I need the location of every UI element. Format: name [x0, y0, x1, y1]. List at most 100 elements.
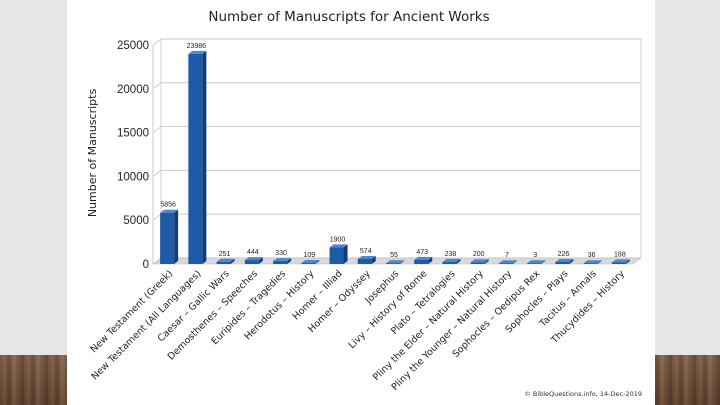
bar: [386, 260, 404, 264]
x-tick-label: New Testament (All Languages): [89, 268, 203, 382]
data-label: 200: [473, 251, 485, 258]
bar-top: [611, 259, 630, 263]
gridline: [152, 213, 641, 221]
bar-top: [527, 260, 546, 264]
data-label: 3: [533, 252, 537, 259]
bar-front: [386, 263, 400, 264]
x-tick-label: Homer – Illiad: [291, 268, 345, 322]
bar: [273, 258, 292, 264]
copyright-annotation: © BibleQuestions.info, 14-Dec-2019: [524, 390, 642, 398]
bar: [470, 259, 489, 264]
data-label: 188: [614, 251, 626, 258]
bar-front: [160, 212, 175, 264]
y-tick-label: 0: [143, 259, 149, 271]
data-label: 473: [416, 249, 428, 256]
bar-front: [188, 53, 203, 264]
data-label: 5856: [160, 202, 176, 209]
bar-side: [512, 260, 517, 264]
bar-side: [625, 259, 630, 264]
bar-top: [357, 255, 376, 259]
bar-front: [301, 263, 316, 264]
data-label: 226: [558, 251, 570, 258]
bar-side: [428, 256, 433, 264]
bar-top: [442, 258, 461, 262]
bar-top: [273, 258, 292, 262]
bar-front: [470, 262, 485, 264]
data-label: 7: [505, 252, 509, 259]
bar: [611, 259, 630, 264]
data-label: 574: [360, 248, 372, 255]
bar-side: [343, 244, 348, 264]
bar: [527, 260, 546, 264]
y-tick-label: 20000: [117, 84, 149, 96]
y-tick-label: 10000: [117, 171, 149, 183]
bar-side: [456, 258, 461, 264]
gridline: [152, 38, 641, 46]
bar: [188, 50, 207, 264]
bar-side: [315, 260, 320, 264]
y-tick-label: 25000: [117, 40, 149, 52]
slide-panel: [67, 0, 655, 405]
bar-top: [244, 257, 263, 261]
bar-front: [414, 259, 429, 264]
bar-top: [498, 260, 517, 264]
bar: [442, 258, 461, 264]
bar: [357, 255, 376, 264]
bar-side: [484, 259, 489, 264]
bar-top: [301, 260, 320, 264]
bar: [414, 256, 433, 264]
bar-front: [498, 263, 513, 264]
data-label: 330: [275, 250, 287, 257]
bar-side: [202, 50, 207, 264]
bar-top: [188, 50, 207, 54]
bar-front: [357, 258, 372, 264]
bar: [301, 260, 320, 264]
bar-top: [216, 258, 235, 262]
bar-side: [230, 258, 235, 264]
bar-side: [597, 260, 602, 264]
bar-top: [555, 259, 574, 263]
bar-front: [442, 261, 457, 264]
data-label: 55: [390, 252, 398, 259]
bar-front: [583, 263, 598, 264]
bar-front: [273, 261, 288, 264]
bar-top: [160, 209, 179, 213]
chart-title: Number of Manuscripts for Ancient Works: [208, 9, 489, 25]
bar-front: [555, 262, 570, 264]
data-label: 1900: [330, 236, 346, 243]
bar-top: [414, 256, 433, 260]
gridline: [152, 82, 641, 90]
bar-front: [244, 260, 259, 264]
bar: [583, 260, 602, 264]
bar: [160, 209, 179, 264]
bar: [244, 257, 263, 264]
bar: [498, 260, 517, 264]
y-tick-label: 15000: [117, 128, 149, 140]
data-label: 444: [247, 249, 259, 256]
bar: [216, 258, 235, 264]
bar-side: [371, 255, 376, 264]
bar-side: [400, 260, 404, 264]
data-label: 23986: [187, 43, 207, 50]
bar-top: [470, 259, 489, 263]
bar-side: [258, 257, 263, 264]
bar-side: [569, 259, 574, 264]
gridline: [152, 169, 641, 177]
bar-top: [583, 260, 602, 264]
data-label: 238: [445, 251, 457, 258]
bar-side: [174, 209, 179, 264]
bar-front: [216, 261, 231, 264]
bar-front: [329, 247, 344, 264]
bar-front: [611, 262, 626, 264]
bar: [555, 259, 574, 264]
plot-back-wall: [160, 38, 642, 259]
bar: [329, 244, 348, 264]
y-axis-label: Number of Manuscripts: [86, 89, 99, 218]
data-label: 109: [303, 252, 315, 259]
bar-top: [386, 260, 404, 264]
data-label: 36: [588, 252, 596, 259]
bar-front: [527, 263, 542, 264]
bar-top: [329, 244, 348, 248]
bar-side: [541, 260, 546, 264]
